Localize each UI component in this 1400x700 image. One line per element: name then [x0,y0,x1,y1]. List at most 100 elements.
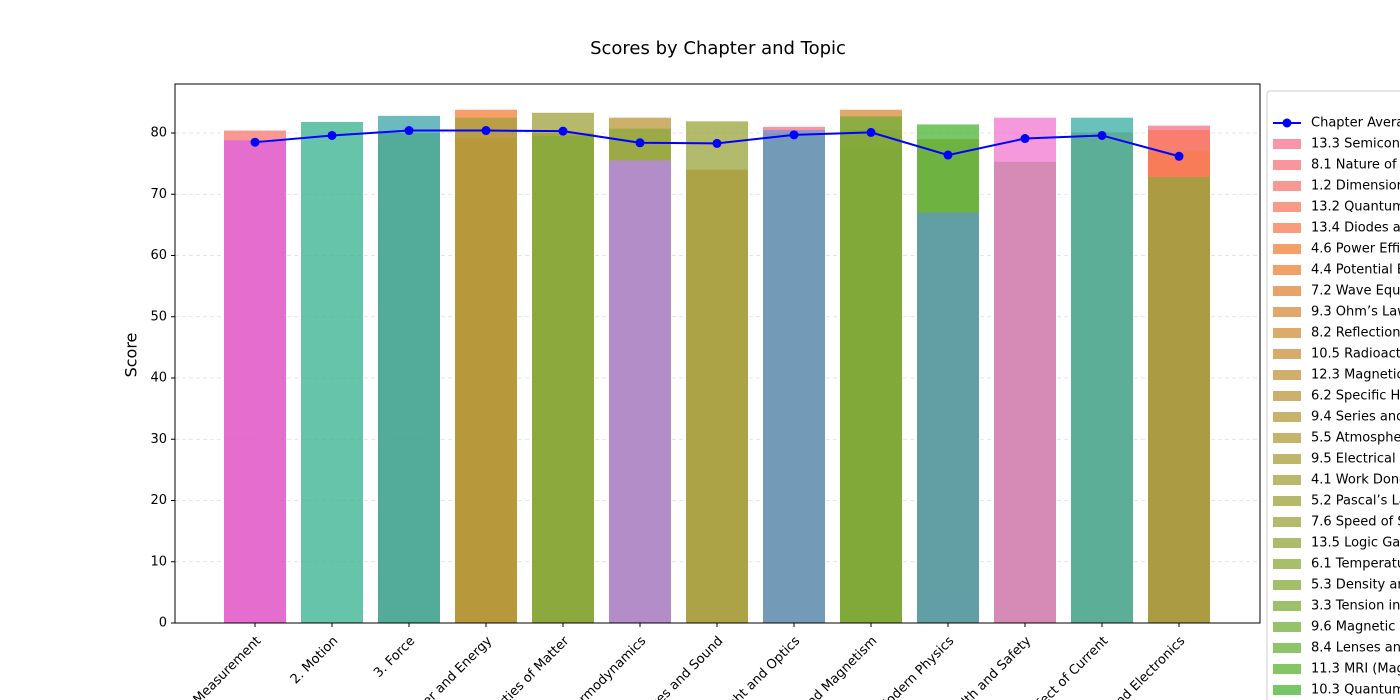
legend-label: 9.4 Series and Parallel [1311,410,1400,425]
legend-swatch [1273,622,1301,632]
y-tick-label: 10 [150,554,167,569]
bar [840,116,902,624]
legend-swatch [1273,139,1301,149]
legend-label: 5.2 Pascal’s Law [1311,494,1400,509]
bar [224,140,286,623]
legend-label: 5.5 Atmospheric Pressure [1311,431,1400,446]
legend-swatch [1273,454,1301,464]
legend-swatch [1273,307,1301,317]
bar [1071,117,1133,623]
x-tick-label: 2. Motion [288,634,341,687]
y-tick-label: 60 [150,248,167,263]
legend-swatch [1273,265,1301,275]
legend-swatch [1273,559,1301,569]
average-marker [558,126,568,136]
legend-label: 7.2 Wave Equation [1311,284,1400,299]
bar [455,117,517,623]
x-tick-label: 1. Measurement [179,634,264,700]
legend-swatch [1273,244,1301,254]
y-tick-label: 40 [150,371,167,386]
legend-label: 13.2 Quantum Theory [1311,200,1400,215]
average-marker [1020,134,1030,144]
y-tick-label: 0 [159,616,167,631]
y-axis-label: Score [122,333,141,378]
legend: Chapter Average 13.3 Semiconductors 8.1 Na… [1266,90,1400,700]
legend-label: 4.1 Work Done [1311,473,1400,488]
bar [1148,177,1210,623]
bar [532,136,594,623]
bar [301,121,363,623]
legend-swatch [1273,391,1301,401]
y-tick-label: 20 [150,493,167,508]
legend-swatch [1273,412,1301,422]
bar [763,129,825,623]
legend-label: 6.1 Temperature [1311,557,1400,572]
legend-swatch [1273,370,1301,380]
legend-label: 8.4 Lenses and Mirrors [1311,641,1400,656]
average-marker [635,138,645,148]
legend-label: 3.3 Tension in Strings [1311,599,1400,614]
legend-swatch [1273,538,1301,548]
legend-swatch [1273,643,1301,653]
average-marker [1174,151,1184,161]
bar [994,117,1056,623]
legend-label: 4.6 Power Efficiency [1311,242,1400,257]
legend-label: 9.6 Magnetic Fields [1311,620,1400,635]
legend-label: 1.2 Dimensions [1311,179,1400,194]
legend-swatch [1273,202,1301,212]
y-tick-label: 50 [150,309,167,324]
legend-swatch [1273,496,1301,506]
average-marker [943,150,953,160]
legend-label: 9.3 Ohm’s Law [1311,305,1400,320]
legend-label: 4.4 Potential Energy [1311,263,1400,278]
legend-swatch [1273,664,1301,674]
legend-swatch [1273,433,1301,443]
y-tick-label: 30 [150,432,167,447]
average-marker [712,138,722,148]
average-marker [327,130,337,140]
legend-label: 12.3 Magnetic Effect [1311,368,1400,383]
legend-marker [1282,118,1292,128]
legend-label: 10.3 Quantum Numbers [1311,683,1400,698]
legend-label: Chapter Average [1311,116,1400,131]
legend-label: 13.5 Logic Gates [1311,536,1400,551]
bar [917,212,979,623]
legend-label: 10.5 Radioactivity [1311,347,1400,362]
legend-swatch [1273,181,1301,191]
average-marker [1097,130,1107,140]
legend-swatch [1273,286,1301,296]
legend-label: 6.2 Specific Heat [1311,389,1400,404]
legend-swatch [1273,601,1301,611]
bar [686,121,748,624]
legend-swatch [1273,328,1301,338]
bar [378,115,440,623]
legend-swatch [1273,685,1301,695]
legend-label: 8.1 Nature of Light [1311,158,1400,173]
y-tick-label: 80 [150,126,167,141]
average-marker [789,130,799,140]
average-marker [866,127,876,137]
legend-label: 11.3 MRI (Magnetic Imaging) [1311,662,1400,677]
plot-frame [174,83,1261,624]
bar [609,160,671,623]
legend-label: 13.3 Semiconductors [1311,137,1400,152]
x-tick-label: 3. Force [371,634,418,681]
y-tick-label: 70 [150,187,167,202]
legend-swatch [1273,580,1301,590]
legend-label: 13.4 Diodes and Transistors [1311,221,1400,236]
legend-label: 5.3 Density and Buoyancy [1311,578,1400,593]
average-marker [250,137,260,147]
legend-label: 9.5 Electrical Power [1311,452,1400,467]
average-marker [481,126,491,136]
chart-title: Scores by Chapter and Topic [590,38,846,59]
legend-swatch [1273,160,1301,170]
legend-label: 8.2 Reflection [1311,326,1400,341]
legend-swatch [1273,349,1301,359]
legend-swatch [1273,223,1301,233]
legend-swatch [1273,475,1301,485]
average-marker [404,126,414,136]
legend-label: 7.6 Speed of Sound [1311,515,1400,530]
legend-swatch [1273,517,1301,527]
